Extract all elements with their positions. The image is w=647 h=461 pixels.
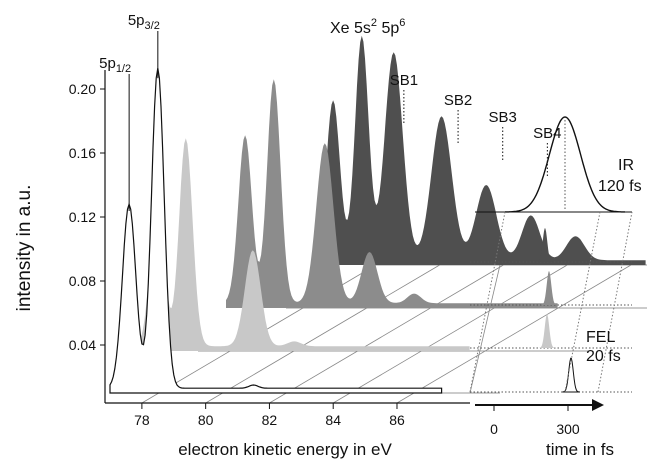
depth-gridline: [333, 264, 568, 404]
fel-label: FEL: [586, 329, 615, 346]
pulse-guide: [597, 211, 633, 393]
depth-edge: [469, 264, 501, 394]
spectra-series-group: [109, 35, 646, 394]
x-tick-label: 86: [389, 412, 405, 428]
pulse-panel: 0 300: [469, 116, 633, 437]
y-tick-label: 0.16: [69, 145, 96, 161]
y-tick-label: 0.20: [69, 81, 96, 97]
chart-title: Xe 5s2 5p6: [330, 17, 405, 37]
x-axis-label: electron kinetic energy in eV: [178, 440, 392, 459]
time-axis-arrow: [592, 399, 604, 411]
fel-pulse-1: [537, 228, 554, 262]
depth-gridline: [269, 264, 504, 404]
fel-pulse-2: [541, 271, 558, 305]
fel-pulse-4: [562, 357, 580, 393]
y-tick-label: 0.12: [69, 209, 96, 225]
ir-label: IR: [618, 157, 634, 174]
spectrum-trace-2: [138, 138, 470, 351]
time-tick-label: 0: [490, 421, 498, 437]
ir-duration: 120 fs: [598, 178, 642, 195]
x-tick-label: 82: [262, 412, 278, 428]
y-tick-label: 0.04: [69, 337, 96, 353]
spectrum-trace-4: [314, 35, 646, 265]
depth-gridline: [396, 264, 632, 404]
fel-pulse-3: [539, 314, 556, 348]
x-tick-label: 78: [134, 412, 150, 428]
x-tick-label: 84: [325, 412, 341, 428]
peak-label: 5p1/2: [99, 55, 131, 75]
peak-label: 5p3/2: [128, 12, 160, 32]
depth-gridline: [205, 264, 440, 404]
ir-pulse-curve: [505, 116, 625, 213]
sideband-label: SB2: [444, 92, 472, 109]
x-tick-label: 80: [198, 412, 214, 428]
fel-duration: 20 fs: [586, 348, 621, 365]
time-tick-label: 300: [556, 421, 580, 437]
pulse-guide: [564, 211, 601, 393]
axes: 0.04 0.08 0.12 0.16 0.20 78 80 82 84 86 5p1/2 5p3/2…: [69, 12, 562, 428]
sideband-label: SB1: [390, 72, 418, 89]
y-axis-label: intensity in a.u.: [14, 185, 35, 312]
y-tick-label: 0.08: [69, 273, 96, 289]
pulse-guide: [469, 211, 506, 393]
spectrum-trace-1: [109, 68, 443, 394]
sideband-label: SB3: [489, 109, 517, 126]
time-axis-label: time in fs: [546, 440, 614, 459]
